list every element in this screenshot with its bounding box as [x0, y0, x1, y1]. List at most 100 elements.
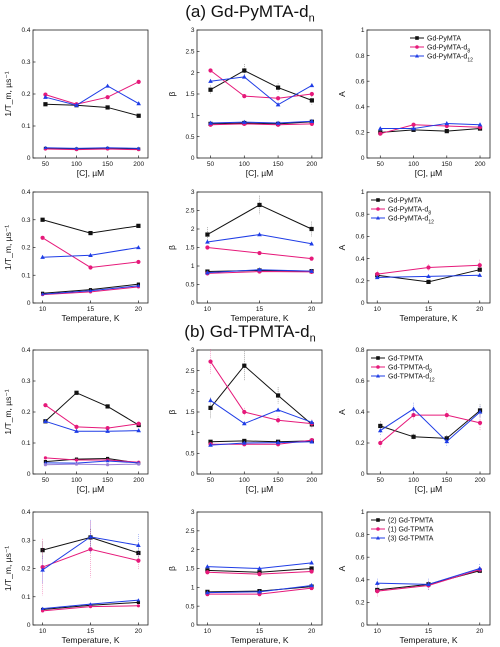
y-tick-label: 1 [191, 113, 195, 120]
series-1 [43, 79, 141, 107]
x-axis-label: Temperature, K [61, 313, 119, 323]
y-tick-label: 0 [191, 622, 195, 629]
y-tick-label: 2.5 [185, 208, 194, 215]
section-title-b-main: (b) Gd-TPMTA-d [184, 322, 310, 341]
data-point [309, 83, 315, 88]
x-tick-label: 150 [102, 477, 113, 484]
data-point [275, 407, 281, 412]
data-point [74, 458, 79, 462]
series-line [45, 463, 139, 466]
y-axis-label: 1/T_m, µs⁻¹ [3, 225, 13, 270]
data-point [275, 102, 281, 107]
x-tick-label: 10 [374, 628, 382, 635]
x-tick-label: 200 [475, 161, 486, 168]
series-line [210, 400, 313, 425]
series-1 [40, 521, 141, 596]
section-title-a-sub: n [308, 12, 315, 25]
y-tick-label: 0.3 [21, 217, 30, 224]
legend-label-subscript: 12 [467, 57, 473, 63]
data-point [205, 590, 210, 595]
series-0 [208, 64, 314, 105]
x-tick-label: 20 [476, 306, 484, 313]
series-line [380, 124, 481, 135]
data-point [105, 145, 110, 150]
legend-label: Gd-TPMTA-d12 [388, 373, 435, 383]
x-tick-label: 100 [408, 477, 419, 484]
legend-marker [376, 365, 380, 369]
data-point [43, 456, 48, 460]
series-2 [208, 74, 315, 107]
legend-marker [376, 373, 380, 378]
data-point [105, 463, 110, 467]
legend-label-subscript: 12 [428, 219, 434, 225]
series-5 [43, 145, 141, 150]
y-tick-label: 0.5 [185, 134, 194, 141]
y-tick-label: 1 [361, 27, 365, 34]
data-point [377, 428, 383, 433]
data-point [136, 245, 141, 250]
data-point [74, 390, 79, 395]
x-tick-label: 150 [273, 161, 284, 168]
y-tick-label: 0 [191, 300, 195, 307]
x-axis-label: [C], µM [415, 168, 443, 178]
series-line [210, 123, 312, 126]
data-point [257, 267, 262, 272]
x-axis-label: Temperature, K [230, 313, 288, 323]
data-point [105, 95, 110, 100]
data-point [205, 570, 210, 575]
legend-label: Gd-PyMTA [427, 35, 461, 42]
chart-b-temp-beta: 0 0.5 1 1.5 2 2.5 3 10 15 20 Temperature, K β [167, 509, 323, 645]
series-line [45, 148, 139, 151]
legend-label-subscript: 12 [429, 377, 435, 383]
y-axis-label: 1/T_m, µs⁻¹ [3, 71, 13, 116]
section-title-a: (a) Gd-PyMTA-dn [0, 2, 500, 24]
data-point [242, 68, 247, 73]
y-tick-label: 1 [191, 263, 195, 270]
data-point [275, 393, 281, 398]
y-tick-label: 0.2 [21, 245, 30, 252]
y-tick-label: 0.6 [355, 554, 364, 561]
y-tick-label: 3 [191, 189, 195, 196]
x-tick-label: 15 [425, 306, 433, 313]
series-1 [205, 569, 314, 577]
data-point [136, 283, 141, 288]
y-tick-label: 2 [191, 70, 195, 77]
data-point [208, 442, 213, 447]
data-point [257, 566, 262, 571]
series-0 [375, 568, 482, 593]
data-point [136, 604, 141, 608]
series-2 [43, 83, 141, 107]
data-point [257, 232, 262, 237]
x-tick-label: 10 [39, 306, 47, 313]
x-tick-label: 10 [204, 628, 212, 635]
x-tick-label: 15 [256, 628, 264, 635]
data-point [309, 569, 314, 574]
data-point [378, 440, 383, 446]
data-point [242, 409, 247, 415]
data-point [208, 87, 213, 92]
y-tick-label: 0.1 [21, 272, 30, 279]
data-point [477, 122, 483, 127]
data-point [241, 440, 247, 445]
data-point [426, 279, 431, 285]
data-point [309, 226, 314, 232]
y-tick-label: 0.1 [21, 123, 30, 130]
legend-marker [376, 356, 380, 360]
chart-a-temp-rate: 0 0.1 0.2 0.3 0.4 10 15 20 Temperature, K 1/T_m, … [3, 189, 149, 323]
legend-marker [376, 527, 380, 531]
data-point [375, 272, 380, 277]
data-point [74, 146, 79, 150]
x-tick-label: 200 [133, 161, 144, 168]
y-tick-label: 2 [191, 389, 195, 396]
data-point [205, 232, 210, 237]
data-point [40, 606, 45, 610]
data-point [208, 78, 213, 83]
legend-label: Gd-PyMTA [388, 197, 422, 204]
chart-b-conc-beta: 0 0.5 1 1.5 2 2.5 3 50 100 150 200 [C], µM β [167, 347, 323, 494]
data-point [43, 418, 48, 423]
data-point [411, 122, 416, 127]
y-tick-label: 1.5 [185, 245, 194, 252]
